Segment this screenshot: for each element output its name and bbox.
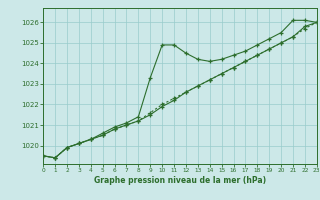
X-axis label: Graphe pression niveau de la mer (hPa): Graphe pression niveau de la mer (hPa) bbox=[94, 176, 266, 185]
